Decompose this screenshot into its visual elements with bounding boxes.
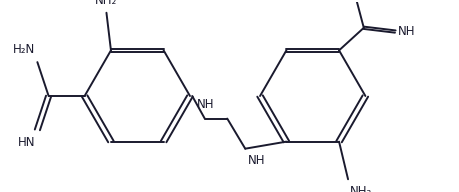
Text: NH₂: NH₂ — [350, 185, 373, 192]
Text: NH: NH — [247, 154, 265, 167]
Text: NH₂: NH₂ — [95, 0, 118, 7]
Text: NH: NH — [197, 98, 214, 111]
Text: NH: NH — [397, 25, 415, 38]
Text: H₂N: H₂N — [13, 43, 35, 56]
Text: HN: HN — [17, 136, 35, 149]
